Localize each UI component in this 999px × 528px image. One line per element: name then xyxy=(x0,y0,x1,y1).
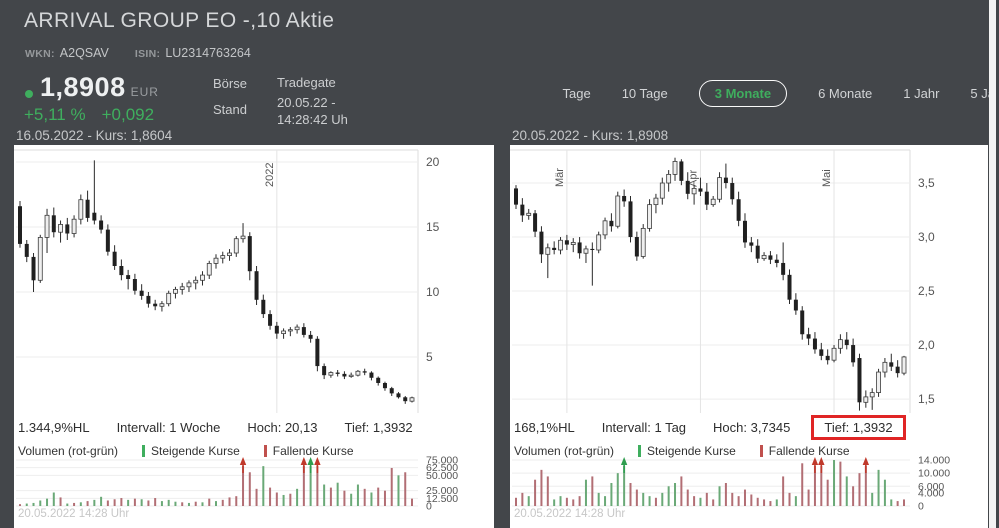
volume-label: Volumen (rot-grün) xyxy=(514,444,615,458)
candles xyxy=(514,157,907,411)
instrument-identifiers: WKN: A2QSAV ISIN: LU2314763264 xyxy=(25,44,277,62)
svg-text:6.000: 6.000 xyxy=(918,481,944,493)
falling-legend-item: Fallende Kurse xyxy=(263,444,354,458)
falling-label: Fallende Kurse xyxy=(768,444,850,458)
rising-legend-item: Steigende Kurse xyxy=(142,444,240,458)
svg-text:2022: 2022 xyxy=(264,163,276,187)
right-volume-legend: Volumen (rot-grün) Steigende Kurse Falle… xyxy=(514,444,874,458)
price-status-dot xyxy=(25,90,33,98)
price-chart-weekly[interactable]: 20 15 10 5 2022 xyxy=(14,145,494,413)
tab-5-tage[interactable]: 5 Tage xyxy=(560,86,591,101)
up-bar-icon xyxy=(142,445,146,457)
currency-label: EUR xyxy=(130,85,159,99)
boerse-label: Börse xyxy=(213,76,247,91)
svg-text:Mai: Mai xyxy=(821,169,833,187)
plot: 3,5 3,0 2,5 2,0 1,5 Mär Apr Mai xyxy=(510,149,935,413)
tief-value: Tief: 1,3932 xyxy=(344,419,413,435)
svg-text:12.500: 12.500 xyxy=(426,493,458,505)
svg-text:14.000: 14.000 xyxy=(918,456,950,467)
isin-label: ISIN: xyxy=(134,48,161,60)
svg-text:10.000: 10.000 xyxy=(918,468,950,480)
boerse-value: Tradegate xyxy=(277,75,336,90)
wkn-label: WKN: xyxy=(25,48,55,60)
right-chart-header: 20.05.2022 - Kurs: 1,8908 xyxy=(512,128,669,143)
interval: Intervall: 1 Woche xyxy=(116,419,221,435)
svg-text:62.500: 62.500 xyxy=(426,462,458,474)
wkn-value: A2QSAV xyxy=(59,46,109,60)
right-chart-stats: 168,1%HL Intervall: 1 Tag Hoch: 3,7345 T… xyxy=(514,413,933,441)
scrollbar[interactable] xyxy=(989,0,996,528)
falling-legend-item: Fallende Kurse xyxy=(759,444,850,458)
interval: Intervall: 1 Tag xyxy=(601,419,687,435)
svg-text:10: 10 xyxy=(426,285,440,299)
time-range-tabs: 5 Tage 10 Tage 3 Monate 6 Monate 1 Jahr 5 Ja xyxy=(560,80,995,107)
tab-6-monate[interactable]: 6 Monate xyxy=(818,86,873,101)
down-bar-icon xyxy=(759,445,763,457)
stand-time: 14:28:42 Uh xyxy=(277,112,348,127)
svg-text:2,5: 2,5 xyxy=(918,284,935,298)
svg-text:Mär: Mär xyxy=(554,168,566,187)
left-chart-panel: 20 15 10 5 2022 1.344,9%HL Intervall: 1 Woch… xyxy=(14,145,494,528)
tab-5-ja[interactable]: 5 Ja xyxy=(970,86,995,101)
up-bar-icon xyxy=(638,445,642,457)
left-chart-stats: 1.344,9%HL Intervall: 1 Woche Hoch: 20,1… xyxy=(18,413,440,441)
rising-legend-item: Steigende Kurse xyxy=(638,444,736,458)
svg-text:3,0: 3,0 xyxy=(918,230,935,244)
left-chart-header: 16.05.2022 - Kurs: 1,8604 xyxy=(16,128,173,143)
hl-percent: 1.344,9%HL xyxy=(18,419,90,435)
hoch-value: Hoch: 3,7345 xyxy=(713,419,791,435)
svg-text:Apr: Apr xyxy=(687,170,699,187)
current-price: 1,8908 EUR xyxy=(40,72,159,103)
left-volume-legend: Volumen (rot-grün) Steigende Kurse Falle… xyxy=(18,444,378,458)
price-chart-daily[interactable]: 3,5 3,0 2,5 2,0 1,5 Mär Apr Mai xyxy=(510,145,988,413)
volume-bars xyxy=(19,457,413,506)
svg-text:5: 5 xyxy=(426,350,433,364)
change-absolute: +0,092 xyxy=(101,105,155,124)
left-chart-timestamp: 20.05.2022 14:28 Uhr xyxy=(18,508,130,520)
tab-1-jahr[interactable]: 1 Jahr xyxy=(903,86,940,101)
down-bar-icon xyxy=(263,445,267,457)
right-chart-panel: 3,5 3,0 2,5 2,0 1,5 Mär Apr Mai 168,1%HL Interv… xyxy=(510,145,988,528)
change-percent: +5,11 % xyxy=(24,105,86,124)
svg-text:15: 15 xyxy=(426,220,440,234)
hoch-value: Hoch: 20,13 xyxy=(247,419,318,435)
candles xyxy=(18,160,415,404)
tab-3-monate[interactable]: 3 Monate xyxy=(698,80,788,107)
isin-value: LU2314763264 xyxy=(165,46,251,60)
right-chart-timestamp: 20.05.2022 14:28 Uhr xyxy=(514,508,626,520)
rising-label: Steigende Kurse xyxy=(151,444,240,458)
svg-text:0: 0 xyxy=(426,501,432,512)
price-value: 1,8908 xyxy=(40,72,126,102)
stand-label: Stand xyxy=(213,102,247,117)
svg-text:0: 0 xyxy=(918,501,924,512)
hl-percent: 168,1%HL xyxy=(514,419,575,435)
volume-label: Volumen (rot-grün) xyxy=(18,444,119,458)
svg-text:3,5: 3,5 xyxy=(918,176,935,190)
svg-text:1,5: 1,5 xyxy=(918,392,935,406)
tab-10-tage[interactable]: 10 Tage xyxy=(621,86,668,101)
svg-text:25.000: 25.000 xyxy=(426,485,458,497)
svg-text:2,0: 2,0 xyxy=(918,338,935,352)
svg-text:75.000: 75.000 xyxy=(426,456,458,467)
plot: 20 15 10 5 2022 xyxy=(14,149,440,413)
svg-text:4.000: 4.000 xyxy=(918,487,944,499)
price-change: +5,11 % +0,092 xyxy=(24,105,154,125)
svg-text:20: 20 xyxy=(426,155,440,169)
svg-text:50.000: 50.000 xyxy=(426,470,458,482)
rising-label: Steigende Kurse xyxy=(647,444,736,458)
page-title: ARRIVAL GROUP EO -,10 Aktie xyxy=(24,9,335,32)
falling-label: Fallende Kurse xyxy=(272,444,354,458)
volume-bars xyxy=(515,457,905,506)
stand-date: 20.05.22 - xyxy=(277,95,336,110)
tief-value-highlight: Tief: 1,3932 xyxy=(811,414,906,440)
